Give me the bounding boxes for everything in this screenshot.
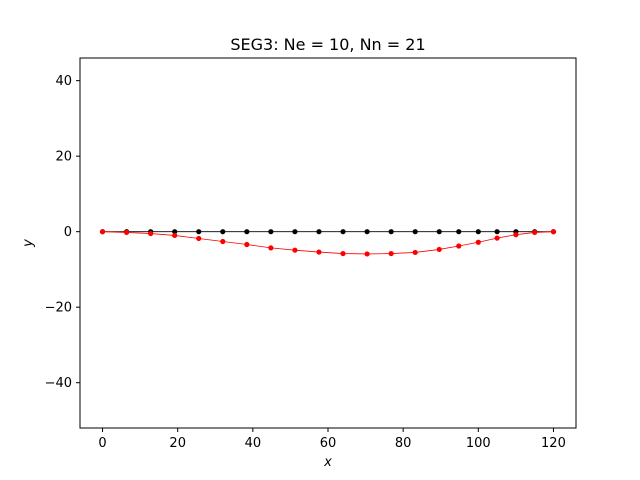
series-0-point [316, 229, 322, 235]
series-1-point [550, 229, 557, 235]
series-0-point [436, 229, 442, 235]
x-tick-label: 40 [245, 436, 262, 451]
series-1-point [196, 235, 202, 242]
x-tick-label: 100 [466, 436, 491, 451]
x-axis-label: x [323, 455, 332, 470]
series-1-point [475, 239, 481, 245]
series-1-point [268, 245, 274, 251]
chart-title: SEG3: Ne = 10, Nn = 21 [230, 35, 425, 54]
y-axis-label: y [21, 239, 36, 248]
series-0-point [494, 229, 500, 235]
series-1-point [148, 230, 154, 237]
series-1-point [172, 232, 178, 239]
x-tick-label: 120 [541, 436, 566, 451]
plot-area [99, 229, 557, 257]
series-0-point [172, 229, 178, 235]
series-1-point [532, 229, 538, 236]
series-1-point [99, 229, 106, 235]
series-1-point [123, 229, 130, 236]
series-0-point [292, 229, 298, 235]
x-tick-label: 20 [169, 436, 186, 451]
series-0-point [456, 229, 462, 235]
y-tick-label: 0 [64, 225, 72, 240]
series-1-point [388, 250, 394, 257]
series-1-point [436, 246, 442, 253]
series-1-point [316, 249, 322, 255]
series-1-point [220, 238, 226, 245]
y-tick-label: −40 [45, 376, 72, 391]
axis-ticks: 0 20 40 60 80 100 120 −40 −20 0 20 40 [45, 74, 566, 451]
series-0-point [412, 229, 418, 235]
series-1-point [456, 243, 462, 249]
y-tick-label: 20 [55, 150, 72, 165]
x-tick-label: 0 [98, 436, 106, 451]
series-0-point [388, 229, 394, 235]
y-tick-label: 40 [55, 74, 72, 89]
x-tick-label: 80 [395, 436, 412, 451]
series-1-point [244, 241, 250, 248]
series-1-point [364, 251, 370, 257]
series-1-point [340, 250, 346, 257]
series-0-point [340, 229, 346, 235]
series-1-point [292, 247, 298, 253]
series-0-point [364, 229, 370, 235]
series-0-point [220, 229, 226, 235]
series-0-point [475, 229, 481, 235]
x-tick-label: 60 [320, 436, 337, 451]
series-0-point [268, 229, 274, 235]
series-1-point [494, 235, 500, 241]
y-tick-label: −20 [45, 301, 72, 316]
series-1-point [412, 249, 418, 256]
series-0-point [244, 229, 250, 235]
series-0-point [196, 229, 202, 235]
series-1-point [513, 232, 519, 238]
